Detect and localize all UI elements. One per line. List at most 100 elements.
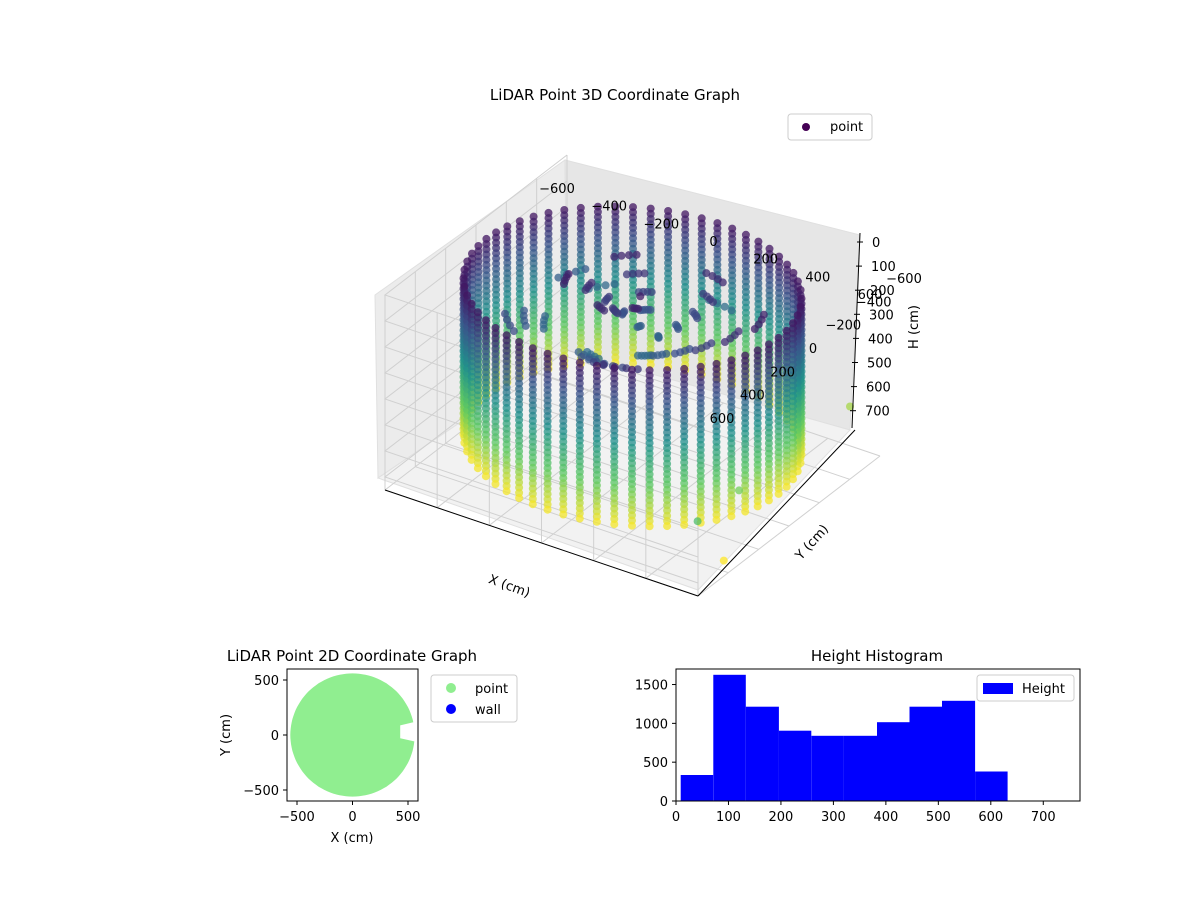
y-tick-label-2d-0: −500: [243, 784, 279, 799]
y-tick-label-3d-6: 600: [710, 412, 735, 427]
point-3d-959: [539, 324, 548, 333]
y-tick-label-3d-5: 400: [740, 389, 765, 404]
y-tick-label-3d-3: 0: [809, 342, 817, 357]
point-3d-886: [646, 305, 655, 314]
y-ticks-3d: −600 −400 −200 0 200 400 600: [710, 272, 922, 427]
y-ticks-hist: 0 500 1000 1500: [635, 679, 676, 810]
point-3d-1531: [764, 496, 773, 505]
point-cloud-3d: [459, 202, 854, 565]
point-3d-631: [610, 252, 619, 261]
legend-3d: point: [787, 113, 873, 141]
x-tick-label-hist-2: 200: [769, 810, 794, 825]
z-tick-label-3d-5: 500: [867, 357, 892, 372]
point-3d-1043: [613, 309, 622, 318]
point-3d-957: [709, 298, 717, 307]
z-tick-label-3d-0: 0: [872, 236, 880, 251]
point-3d-838: [846, 402, 854, 411]
z-tick-label-3d-4: 400: [868, 332, 893, 347]
y-tick-label-2d-1: 0: [271, 729, 279, 744]
point-3d-1877: [610, 520, 619, 529]
point-3d-696: [628, 269, 637, 278]
point-3d-1595: [753, 502, 762, 511]
x-tick-label-2d-0: −500: [279, 810, 315, 825]
point-3d-628: [625, 251, 633, 260]
point-3d-730: [720, 302, 729, 311]
point-3d-1434: [502, 487, 511, 496]
point-cloud-2d: [290, 673, 415, 797]
chart-title-3d: LiDAR Point 3D Coordinate Graph: [490, 86, 740, 104]
legend-label-point-2d: point: [475, 682, 508, 697]
x-tick-label-3d-1: −400: [591, 200, 627, 215]
scatter-2d-plot: LiDAR Point 2D Coordinate Graph −500 0 500…: [219, 647, 518, 846]
point-3d-1301: [670, 349, 679, 358]
x-tick-label-3d-0: −600: [539, 182, 575, 197]
x-axis-line-3d: [384, 489, 699, 597]
histogram-bar-2: [745, 706, 779, 801]
histogram-bar-8: [942, 700, 976, 801]
point-3d-532: [601, 281, 610, 290]
point-3d-1690: [559, 510, 568, 519]
x-tick-label-hist-1: 100: [716, 810, 741, 825]
x-ticks-2d: −500 0 500: [279, 801, 420, 825]
y-ticks-2d: −500 0 500: [243, 674, 287, 799]
z-axis-label-3d: H (cm): [907, 305, 922, 349]
point-3d-731: [640, 269, 649, 278]
histogram-bar-9: [975, 771, 1008, 801]
y-tick-label-hist-2: 1000: [635, 717, 668, 732]
x-tick-label-3d-3: 0: [709, 235, 717, 250]
legend-marker-point-2d: [446, 683, 456, 693]
point-3d-629: [617, 251, 626, 260]
point-3d-1563: [599, 361, 608, 369]
z-tick-label-3d-7: 700: [865, 405, 890, 420]
point-3d-564: [593, 282, 602, 291]
point-3d-1150: [467, 455, 476, 464]
point-3d-1597: [633, 365, 642, 374]
point-3d-1466: [774, 489, 783, 498]
grid-line-floor-y-5: [415, 466, 729, 574]
z-ticks-3d: 0 100 200 300 400 500 600 700: [850, 236, 896, 420]
legend-label-wall: wall: [475, 703, 501, 718]
legend-label-height: Height: [1022, 682, 1065, 697]
x-tick-label-3d-2: −200: [643, 217, 679, 232]
point-3d-465: [581, 265, 590, 274]
point-3d-1082: [600, 306, 609, 315]
point-3d-530: [610, 280, 619, 288]
z-axis-line-3d: [851, 232, 861, 429]
grid-line-floor-x-6: [697, 455, 881, 597]
y-tick-label-hist-0: 0: [660, 795, 668, 810]
histogram-bar-4: [811, 735, 844, 801]
point-3d-1369: [491, 480, 500, 488]
point-3d-1371: [691, 346, 700, 355]
histogram-bar-0: [680, 775, 714, 801]
point-3d-1046: [654, 333, 663, 342]
point-3d-887: [600, 297, 609, 306]
point-3d-1332: [789, 475, 797, 484]
point-3d-1370: [720, 338, 729, 346]
point-3d-1297: [481, 472, 490, 481]
y-axis-line-3d: [697, 429, 856, 597]
point-3d-1500: [515, 494, 524, 502]
point-3d-1222: [473, 464, 482, 473]
point-3d-1752: [575, 514, 584, 523]
z-tick-label-3d-2: 200: [870, 284, 895, 299]
height-histogram: Height Histogram 0 100 200 300 400 500 600 700 …: [635, 647, 1081, 825]
point-3d-1080: [506, 321, 514, 330]
point-3d-1783: [712, 515, 721, 524]
point-3d-1118: [509, 327, 518, 336]
legend-hist: Height: [976, 674, 1075, 702]
x-tick-label-2d-1: 0: [348, 810, 356, 825]
point-3d-1659: [741, 507, 750, 516]
legend-2d: point wall: [430, 674, 518, 723]
x-tick-label-hist-4: 400: [873, 810, 898, 825]
histogram-bar-1: [713, 674, 746, 801]
point-3d-1263: [649, 351, 658, 360]
point-3d-1814: [592, 517, 601, 526]
x-ticks-3d: −600 −400 −200 0 200 400 600: [539, 182, 882, 303]
point-3d-2002: [719, 556, 728, 565]
scatter-3d-plot: LiDAR Point 3D Coordinate Graph −600 −400…: [374, 86, 922, 601]
x-tick-label-3d-4: 200: [753, 253, 778, 268]
legend-label-point-3d: point: [830, 120, 863, 135]
point-3d-1037: [693, 314, 702, 323]
point-3d-1403: [782, 482, 791, 491]
